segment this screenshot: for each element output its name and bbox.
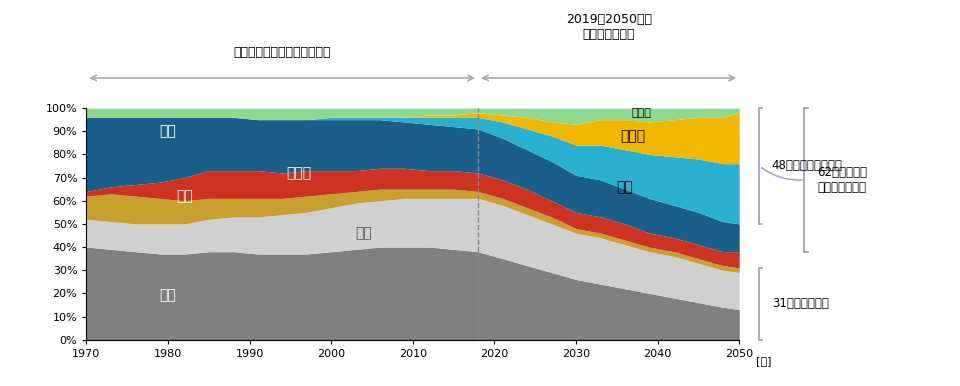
Text: 原子力: 原子力 — [286, 166, 311, 180]
Text: 水力: 水力 — [159, 124, 177, 138]
Text: 62％：再エネ
（水力等含む）: 62％：再エネ （水力等含む） — [818, 166, 868, 194]
Text: 石炭: 石炭 — [159, 289, 177, 303]
Text: 石油: 石油 — [176, 189, 193, 203]
Text: 従来の世界の発電構成の推移: 従来の世界の発電構成の推移 — [233, 46, 331, 59]
Text: 2019～2050年の
発電構成の推移: 2019～2050年の 発電構成の推移 — [565, 13, 652, 41]
Text: [年]: [年] — [756, 356, 771, 366]
Text: 48％：風力と太陽光: 48％：風力と太陽光 — [772, 159, 843, 173]
Text: ガス: ガス — [355, 226, 372, 240]
Text: その他: その他 — [632, 108, 651, 118]
Text: 太陽光: 太陽光 — [620, 129, 646, 143]
Text: 31％：化石燃料: 31％：化石燃料 — [772, 297, 828, 310]
Text: 風力: 風力 — [616, 180, 634, 194]
